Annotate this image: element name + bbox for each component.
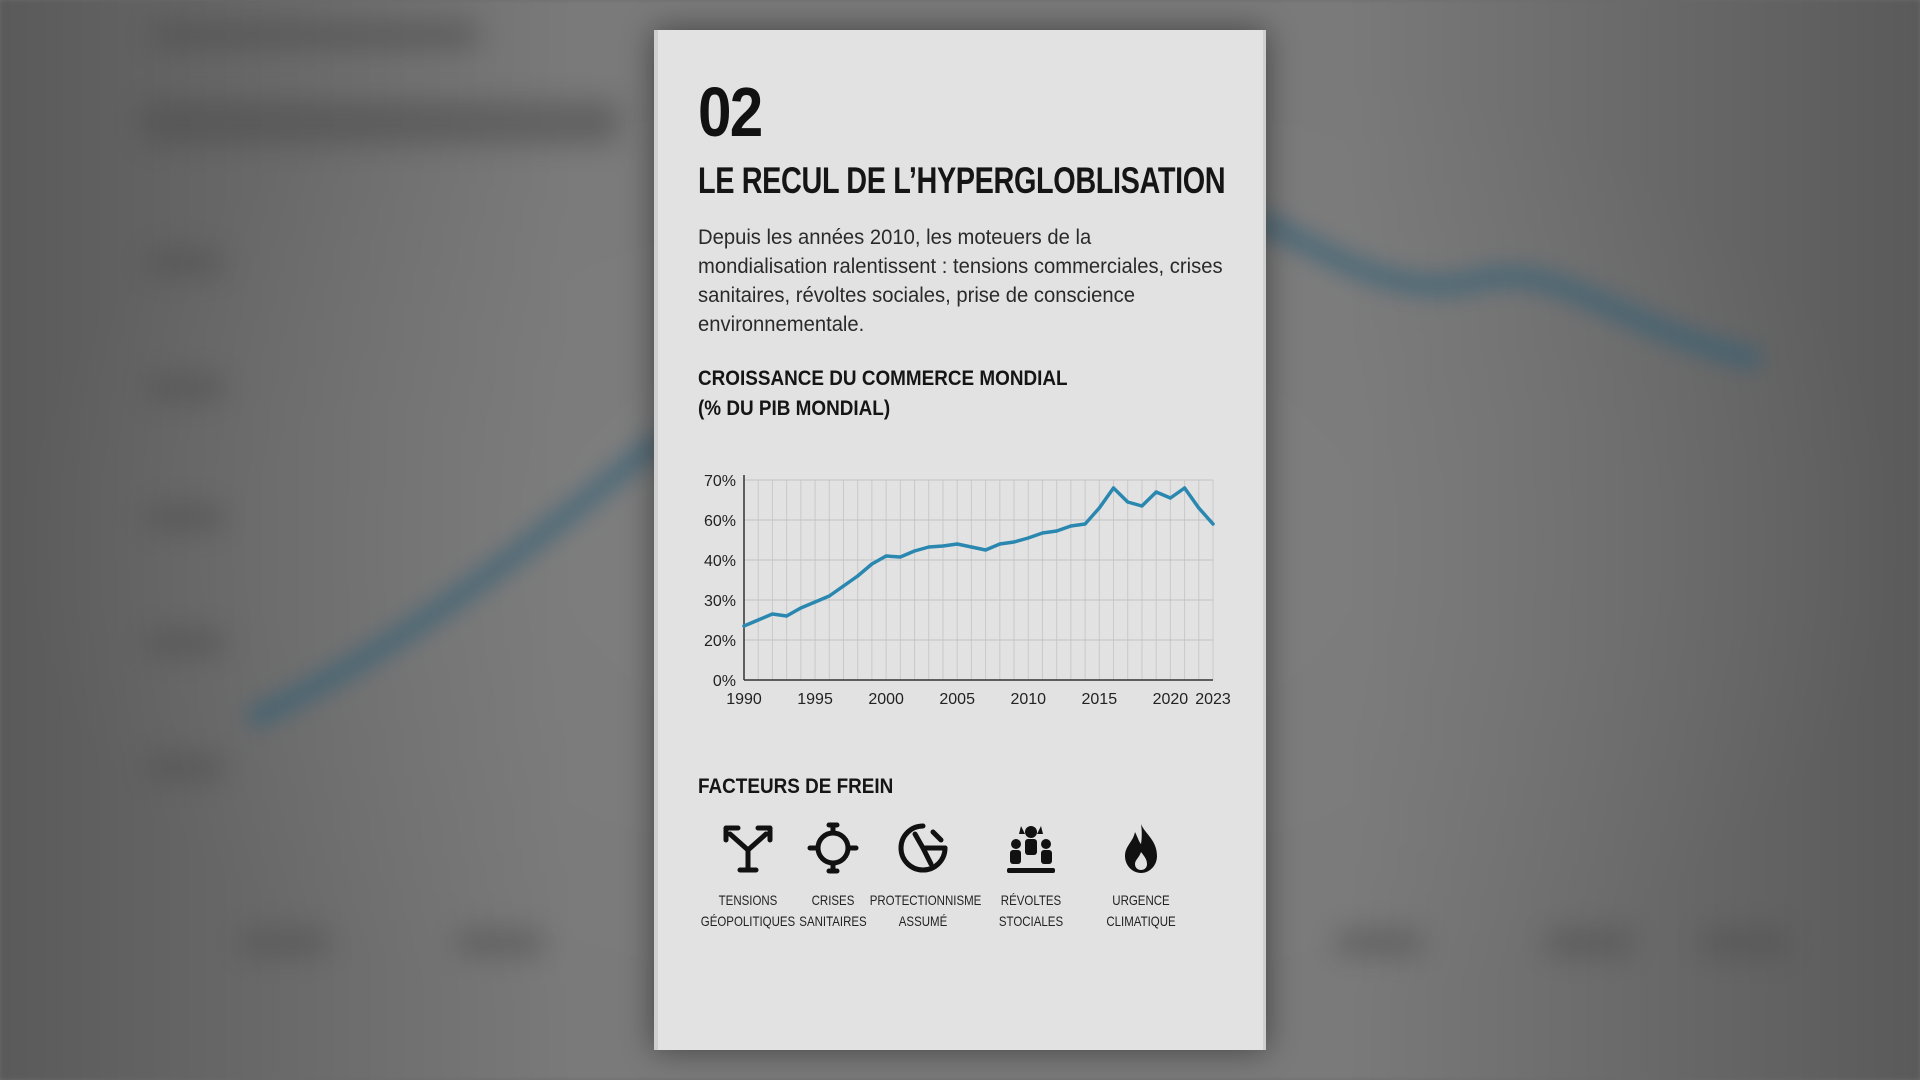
diverging-arrows-icon (723, 825, 773, 873)
x-tick-label: 2015 (1082, 691, 1118, 708)
y-tick-label: 70% (704, 473, 736, 490)
blurred-background-shape (145, 375, 225, 400)
chart-container: 0% 20% 30% 40% 60% 70% 1990 1995 2000 2005 2010 201… (658, 455, 1270, 720)
x-tick-label: 1995 (797, 691, 833, 708)
section-title: LE RECUL DE L’HYPERGLOBLISATION (698, 160, 1226, 201)
data-point (870, 562, 874, 566)
data-point (1126, 500, 1130, 504)
data-point (742, 624, 746, 628)
factors-title: FACTEURS DE FREIN (698, 775, 894, 798)
data-point (1012, 540, 1016, 544)
protest-icon (1007, 826, 1055, 873)
data-point (1168, 496, 1172, 500)
data-point (756, 618, 760, 622)
data-point (770, 612, 775, 616)
factor-label: PROTECTIONNISME ASSUMÉ (869, 892, 982, 929)
factor-label: URGENCE CLIMATIQUE (1106, 892, 1176, 929)
factor-label: RÉVOLTES STOCIALES (998, 892, 1064, 929)
x-tick-label: 2020 (1153, 691, 1189, 708)
y-tick-label: 30% (704, 593, 736, 610)
data-point (813, 600, 817, 604)
blurred-background-shape (240, 930, 330, 955)
factor-tensions: TENSIONS GÉOPOLITIQUES (683, 820, 813, 932)
data-point (856, 574, 860, 578)
blurred-background-shape (145, 505, 225, 530)
blurred-background-shape (455, 930, 545, 955)
flame-icon (1125, 824, 1157, 873)
factor-label: TENSIONS GÉOPOLITIQUES (700, 892, 796, 929)
blurred-background-shape (1545, 930, 1635, 955)
data-point (1154, 490, 1158, 494)
data-point (799, 606, 803, 610)
data-point (1211, 522, 1215, 526)
data-point (1040, 531, 1045, 535)
data-point (1069, 524, 1073, 528)
x-tick-label: 2005 (939, 691, 975, 708)
data-point (912, 549, 917, 553)
blurred-background-shape (150, 20, 480, 50)
data-point (1083, 522, 1087, 526)
section-number: 02 (698, 73, 763, 151)
chart-title-line-1: CROISSANCE DU COMMERCE MONDIAL (698, 367, 1068, 390)
blurred-background-shape (145, 755, 225, 780)
data-point (998, 542, 1002, 546)
chart-title-line-2: (% DU PIB MONDIAL) (698, 397, 891, 420)
blurred-background-shape (145, 630, 225, 655)
blurred-background-shape (1700, 930, 1790, 955)
factor-label: CRISES SANITAIRES (799, 892, 867, 929)
chart-title: CROISSANCE DU COMMERCE MONDIAL (% DU PIB… (698, 364, 1068, 424)
data-point (827, 594, 831, 598)
shield-icon (898, 823, 948, 873)
x-tick-label: 2000 (868, 691, 904, 708)
x-tick-label: 2023 (1195, 691, 1231, 708)
data-point (1111, 486, 1116, 490)
data-point (955, 542, 959, 546)
trade-chart: 0% 20% 30% 40% 60% 70% 1990 1995 2000 2005 2010 201… (704, 473, 1231, 708)
y-tick-label: 60% (704, 513, 736, 530)
intro-paragraph: Depuis les années 2010, les moteuers de … (698, 225, 1223, 336)
x-tick-label: 1990 (726, 691, 762, 708)
y-tick-label: 40% (704, 553, 736, 570)
data-point (1026, 536, 1030, 540)
y-tick-label: 20% (704, 633, 736, 650)
data-point (1140, 504, 1144, 508)
factor-protectionnisme: PROTECTIONNISME ASSUMÉ (858, 820, 988, 932)
factor-revoltes: RÉVOLTES STOCIALES (966, 820, 1096, 932)
x-tick-label: 2010 (1010, 691, 1046, 708)
data-point (927, 545, 931, 549)
data-point (1197, 506, 1201, 510)
y-tick-label: 0% (713, 673, 736, 690)
factor-urgence: URGENCE CLIMATIQUE (1076, 820, 1206, 932)
blurred-background-shape (145, 250, 225, 275)
data-point (984, 548, 988, 552)
data-point (1097, 506, 1101, 510)
data-point (898, 555, 902, 559)
data-point (969, 545, 973, 549)
data-point (884, 554, 888, 558)
series-line (742, 486, 1215, 628)
data-point (1182, 486, 1187, 490)
data-point (785, 614, 789, 618)
infographic-card: 02 LE RECUL DE L’HYPERGLOBLISATION Depui… (654, 30, 1266, 1050)
virus-icon (807, 822, 859, 874)
blurred-background-shape (1335, 930, 1425, 955)
data-point (1055, 529, 1059, 533)
data-point (841, 584, 846, 588)
data-point (941, 544, 945, 548)
factor-crises: CRISES SANITAIRES (768, 820, 898, 932)
blurred-background-shape (140, 100, 620, 145)
